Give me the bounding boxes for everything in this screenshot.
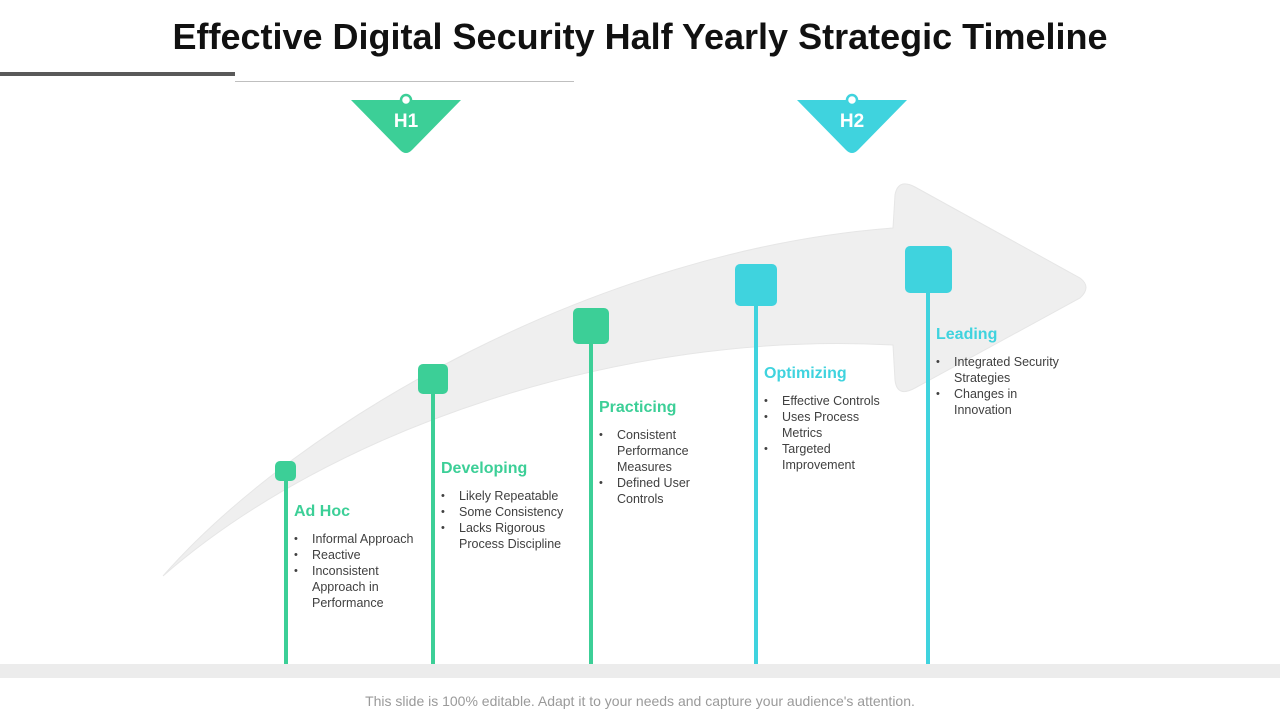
stage-line-practicing <box>589 344 593 664</box>
list-item: Integrated Security Strategies <box>936 354 1076 386</box>
footer-note: This slide is 100% editable. Adapt it to… <box>365 693 915 709</box>
stage-list-developing: Likely Repeatable Some Consistency Lacks… <box>441 488 581 552</box>
h2-label: H2 <box>839 111 865 132</box>
list-item: Some Consistency <box>441 504 581 520</box>
list-item: Reactive <box>294 547 429 563</box>
footer-band <box>0 664 1280 678</box>
stage-marker-optimizing <box>735 264 777 306</box>
stage-title-developing: Developing <box>441 460 528 477</box>
stage-list-leading: Integrated Security Strategies Changes i… <box>936 354 1076 418</box>
title-underline-dark <box>0 72 235 76</box>
stage-title-practicing: Practicing <box>599 399 677 416</box>
stage-list-optimizing: Effective Controls Uses Process Metrics … <box>764 393 894 473</box>
list-item: Inconsistent Approach in Performance <box>294 563 429 611</box>
stage-list-practicing: Consistent Performance Measures Defined … <box>599 427 717 507</box>
stage-line-leading <box>926 293 930 664</box>
list-item: Lacks Rigorous Process Discipline <box>441 520 581 552</box>
list-item: Uses Process Metrics <box>764 409 894 441</box>
title-underline-light <box>235 81 574 82</box>
stage-list-ad-hoc: Informal Approach Reactive Inconsistent … <box>294 531 429 611</box>
stage-marker-developing <box>418 364 448 394</box>
stage-title-optimizing: Optimizing <box>764 365 847 382</box>
stage-title-leading: Leading <box>936 326 998 343</box>
list-item: Consistent Performance Measures <box>599 427 717 475</box>
list-item: Effective Controls <box>764 393 894 409</box>
h2-marker: H2 <box>796 93 908 155</box>
stage-marker-ad-hoc <box>275 461 296 481</box>
list-item: Defined User Controls <box>599 475 717 507</box>
stage-line-developing <box>431 394 435 664</box>
stage-marker-leading <box>905 246 952 293</box>
stage-line-optimizing <box>754 306 758 664</box>
h1-marker: H1 <box>350 93 462 155</box>
list-item: Informal Approach <box>294 531 429 547</box>
page-title: Effective Digital Security Half Yearly S… <box>172 16 1108 57</box>
list-item: Targeted Improvement <box>764 441 894 473</box>
stage-marker-practicing <box>573 308 609 344</box>
stage-line-ad-hoc <box>284 481 288 664</box>
list-item: Likely Repeatable <box>441 488 581 504</box>
h1-label: H1 <box>393 111 419 132</box>
list-item: Changes in Innovation <box>936 386 1076 418</box>
stage-title-ad-hoc: Ad Hoc <box>294 503 350 520</box>
